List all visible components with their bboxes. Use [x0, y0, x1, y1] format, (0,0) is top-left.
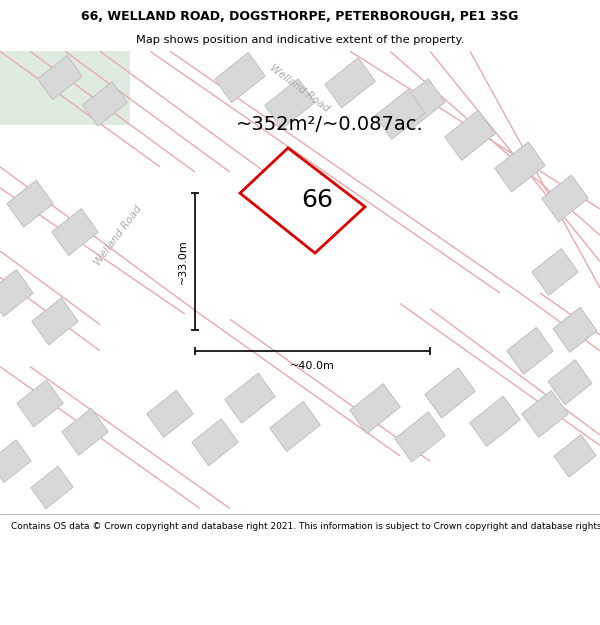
- Text: 66: 66: [301, 188, 333, 213]
- Text: 66, WELLAND ROAD, DOGSTHORPE, PETERBOROUGH, PE1 3SG: 66, WELLAND ROAD, DOGSTHORPE, PETERBOROU…: [82, 10, 518, 23]
- Polygon shape: [548, 360, 592, 405]
- Polygon shape: [350, 384, 400, 434]
- Polygon shape: [542, 175, 588, 222]
- Polygon shape: [265, 79, 315, 129]
- Polygon shape: [225, 373, 275, 423]
- Polygon shape: [31, 466, 73, 509]
- Polygon shape: [192, 419, 238, 466]
- Polygon shape: [553, 308, 597, 352]
- Bar: [0, 51, 130, 125]
- Polygon shape: [395, 79, 445, 129]
- Polygon shape: [62, 408, 108, 455]
- Polygon shape: [52, 209, 98, 256]
- Polygon shape: [375, 89, 425, 139]
- Polygon shape: [32, 298, 78, 345]
- Polygon shape: [0, 269, 33, 316]
- Polygon shape: [445, 110, 495, 161]
- Text: Welland Road: Welland Road: [268, 62, 332, 114]
- Polygon shape: [240, 148, 365, 253]
- Polygon shape: [270, 401, 320, 451]
- Polygon shape: [38, 56, 82, 100]
- Polygon shape: [554, 435, 596, 477]
- Polygon shape: [532, 249, 578, 296]
- Text: ~33.0m: ~33.0m: [178, 239, 188, 284]
- Polygon shape: [425, 368, 475, 418]
- Text: Contains OS data © Crown copyright and database right 2021. This information is : Contains OS data © Crown copyright and d…: [11, 521, 600, 531]
- Polygon shape: [495, 142, 545, 192]
- Polygon shape: [215, 52, 265, 102]
- Polygon shape: [470, 396, 520, 446]
- Polygon shape: [147, 391, 193, 438]
- Text: Welland Road: Welland Road: [92, 204, 143, 267]
- Text: ~40.0m: ~40.0m: [290, 361, 335, 371]
- Polygon shape: [325, 58, 375, 108]
- Polygon shape: [507, 328, 553, 374]
- Polygon shape: [395, 412, 445, 462]
- Polygon shape: [7, 180, 53, 227]
- Text: Map shows position and indicative extent of the property.: Map shows position and indicative extent…: [136, 35, 464, 45]
- Polygon shape: [522, 391, 568, 438]
- Polygon shape: [17, 380, 63, 427]
- Polygon shape: [0, 440, 31, 483]
- Text: ~352m²/~0.087ac.: ~352m²/~0.087ac.: [236, 116, 424, 134]
- Polygon shape: [83, 82, 127, 126]
